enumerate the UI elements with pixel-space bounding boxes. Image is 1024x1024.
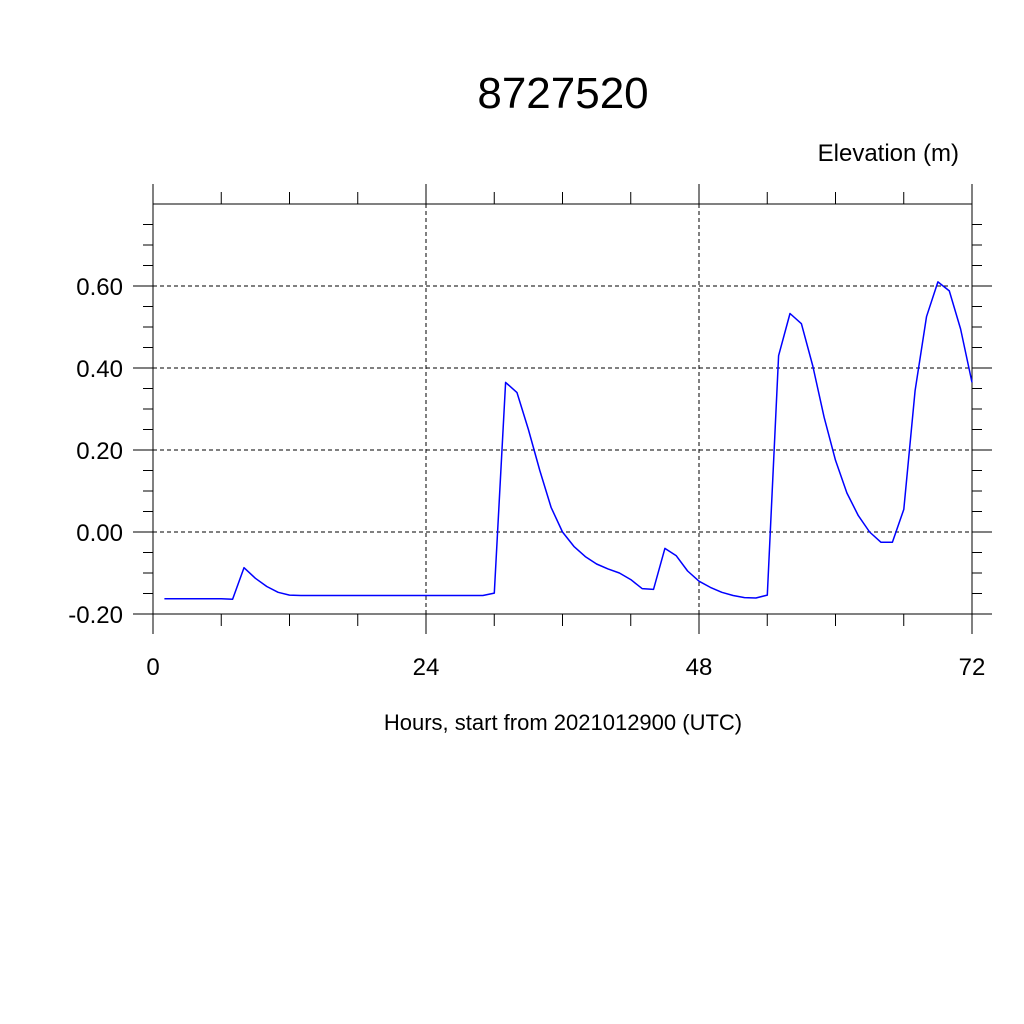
units-label: Elevation (m) <box>818 140 959 167</box>
x-tick-label: 24 <box>413 654 440 681</box>
axis-ticks <box>133 184 992 634</box>
x-tick-label: 48 <box>686 654 713 681</box>
y-tick-label: 0.60 <box>76 274 123 301</box>
x-tick-label: 0 <box>146 654 159 681</box>
plot-frame <box>152 203 973 615</box>
y-tick-label: 0.40 <box>76 356 123 383</box>
grid-lines <box>153 204 972 614</box>
elevation-series-line <box>164 281 973 600</box>
x-axis-label: Hours, start from 2021012900 (UTC) <box>384 710 742 735</box>
y-tick-label: 0.20 <box>76 438 123 465</box>
tick-labels: 0 24 48 72 -0.20 0.00 0.20 0.40 0.60 <box>68 274 985 681</box>
y-tick-label: -0.20 <box>68 602 123 629</box>
y-tick-label: 0.00 <box>76 520 123 547</box>
x-tick-label: 72 <box>959 654 986 681</box>
chart-title: 8727520 <box>477 69 648 118</box>
series-group <box>164 281 973 600</box>
